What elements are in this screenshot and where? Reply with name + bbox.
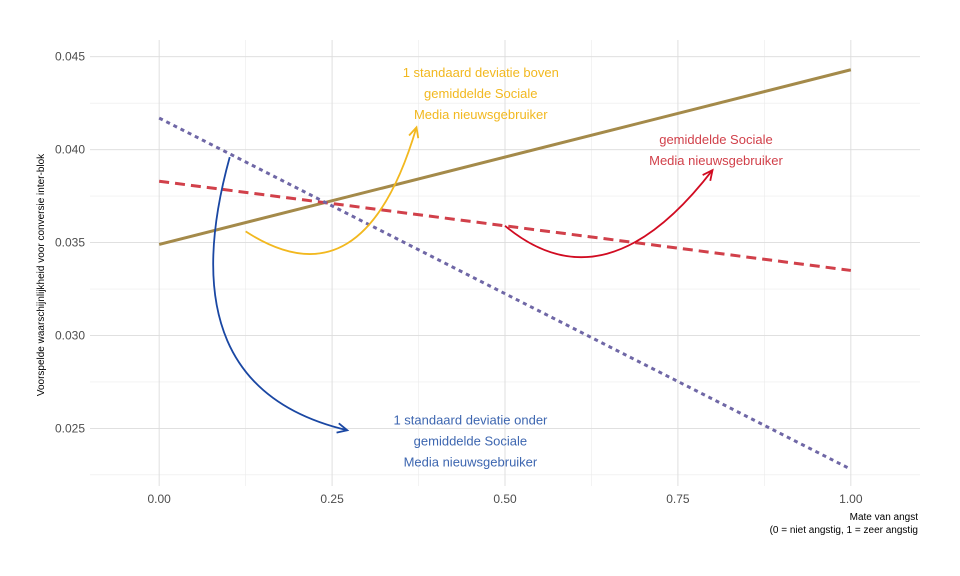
x-tick-label: 1.00 <box>839 492 863 506</box>
annotation-arrow-above <box>245 127 418 255</box>
x-tick-label: 0.75 <box>666 492 690 506</box>
y-tick-label: 0.035 <box>55 236 85 250</box>
annotation-arrows <box>212 125 714 434</box>
y-tick-label: 0.025 <box>55 421 85 435</box>
series-line-above <box>158 68 852 246</box>
y-axis-ticks: 0.025 0.030 0.035 0.040 0.045 <box>55 50 85 436</box>
x-tick-label: 0.50 <box>493 492 517 506</box>
series-lines <box>158 68 852 471</box>
annotation-arrow-below <box>212 156 348 432</box>
annotation-arrow-mean <box>504 169 714 258</box>
y-tick-label: 0.040 <box>55 143 85 157</box>
annotation-text-above: Media nieuwsgebruiker <box>414 107 548 122</box>
annotation-text-below: Media nieuwsgebruiker <box>404 455 538 470</box>
y-axis-title: Voorspelde waarschijnlijkheid voor conve… <box>36 153 47 396</box>
annotations: 1 standaard deviatie boven gemiddelde Soc… <box>393 65 783 470</box>
annotation-text-mean: Media nieuwsgebruiker <box>649 153 783 168</box>
x-axis-title-line-2: (0 = niet angstig, 1 = zeer angstig <box>770 525 918 536</box>
x-tick-label: 0.00 <box>147 492 171 506</box>
annotation-text-above: gemiddelde Sociale <box>424 86 537 101</box>
grid <box>90 40 920 486</box>
y-tick-label: 0.030 <box>55 328 85 342</box>
annotation-arrowhead-mean <box>702 168 714 182</box>
series-line-below <box>158 116 852 471</box>
y-tick-label: 0.045 <box>55 50 85 64</box>
annotation-text-below: 1 standaard deviatie onder <box>393 413 548 428</box>
annotation-text-above: 1 standaard deviatie boven <box>403 65 559 80</box>
annotation-arrowhead-above <box>408 125 420 139</box>
x-tick-label: 0.25 <box>320 492 344 506</box>
annotation-text-below: gemiddelde Sociale <box>414 434 527 449</box>
x-axis-ticks: 0.00 0.25 0.50 0.75 1.00 <box>147 492 862 506</box>
annotation-text-mean: gemiddelde Sociale <box>659 132 772 147</box>
x-axis-title-line-1: Mate van angst <box>850 512 919 523</box>
annotation-arrowhead-below <box>336 422 350 434</box>
series-line-mean <box>158 179 852 272</box>
